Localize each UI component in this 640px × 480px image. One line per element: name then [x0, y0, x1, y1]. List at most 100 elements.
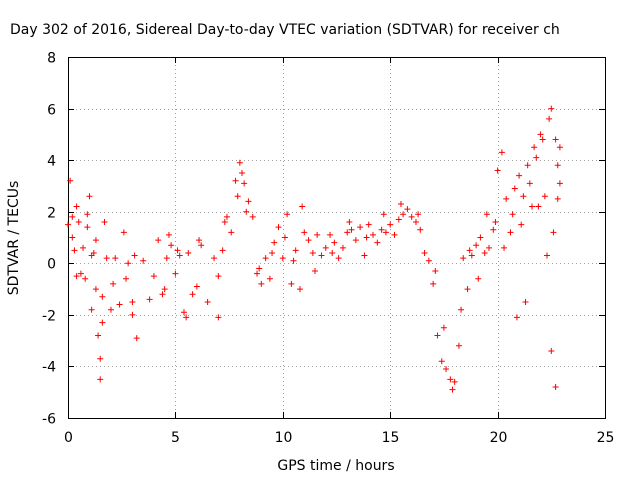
data-point	[266, 275, 273, 282]
data-point	[339, 244, 346, 251]
data-point	[292, 247, 299, 254]
data-point	[299, 203, 306, 210]
data-point	[554, 162, 561, 169]
data-points	[65, 105, 563, 393]
data-point	[271, 239, 278, 246]
data-point	[92, 286, 99, 293]
x-tick-label: 5	[171, 430, 180, 446]
data-point	[99, 293, 106, 300]
data-point	[382, 229, 389, 236]
data-point	[481, 249, 488, 256]
data-point	[69, 234, 76, 241]
data-point	[180, 309, 187, 316]
data-point	[408, 213, 415, 220]
data-point	[365, 221, 372, 228]
data-point	[290, 257, 297, 264]
data-point	[417, 226, 424, 233]
data-point	[88, 252, 95, 259]
data-point	[140, 257, 147, 264]
data-point	[146, 296, 153, 303]
data-point	[539, 136, 546, 143]
data-point	[370, 231, 377, 238]
data-point	[129, 298, 136, 305]
y-tick-label: 6	[47, 103, 56, 119]
data-point	[112, 255, 119, 262]
data-point	[335, 255, 342, 262]
data-point	[438, 358, 445, 365]
data-point	[509, 211, 516, 218]
data-point	[526, 180, 533, 187]
data-point	[73, 203, 80, 210]
data-point	[110, 280, 117, 287]
data-point	[492, 219, 499, 226]
data-point	[284, 211, 291, 218]
x-tick-label: 15	[382, 430, 400, 446]
data-point	[344, 229, 351, 236]
data-point	[518, 221, 525, 228]
data-point	[125, 260, 132, 267]
data-point	[161, 286, 168, 293]
data-point	[395, 216, 402, 223]
data-point	[77, 270, 84, 277]
data-point	[498, 149, 505, 156]
data-point	[116, 301, 123, 308]
data-point	[331, 239, 338, 246]
data-point	[412, 219, 419, 226]
data-point	[468, 252, 475, 259]
data-point	[374, 239, 381, 246]
data-point	[131, 252, 138, 259]
data-point	[556, 144, 563, 151]
data-point	[163, 255, 170, 262]
data-point	[176, 252, 183, 259]
data-point	[133, 335, 140, 342]
data-point	[103, 255, 110, 262]
plot-frame	[68, 57, 606, 419]
data-point	[548, 347, 555, 354]
data-point	[486, 244, 493, 251]
data-point	[434, 332, 441, 339]
data-point	[460, 255, 467, 262]
data-point	[348, 226, 355, 233]
y-tick-label: 2	[47, 206, 56, 222]
data-point	[490, 226, 497, 233]
data-point	[503, 195, 510, 202]
data-point	[357, 224, 364, 231]
y-tick-label: -2	[42, 309, 56, 325]
data-point	[404, 206, 411, 213]
data-point	[236, 159, 243, 166]
data-point	[425, 257, 432, 264]
data-point	[548, 105, 555, 112]
data-point	[150, 273, 157, 280]
data-point	[494, 167, 501, 174]
data-point	[380, 211, 387, 218]
data-point	[183, 314, 190, 321]
data-point	[196, 237, 203, 244]
data-point	[92, 237, 99, 244]
data-point	[228, 229, 235, 236]
data-point	[346, 219, 353, 226]
data-point	[215, 314, 222, 321]
data-point	[122, 275, 129, 282]
data-point	[415, 211, 422, 218]
data-point	[301, 229, 308, 236]
x-axis-label: GPS time / hours	[277, 458, 394, 474]
data-point	[455, 342, 462, 349]
data-point	[483, 211, 490, 218]
data-point	[397, 200, 404, 207]
data-point	[400, 211, 407, 218]
data-point	[544, 252, 551, 259]
data-point	[193, 283, 200, 290]
data-point	[165, 231, 172, 238]
data-point	[541, 193, 548, 200]
data-point	[451, 378, 458, 385]
data-point	[477, 234, 484, 241]
data-point	[352, 237, 359, 244]
data-point	[221, 219, 228, 226]
data-point	[155, 237, 162, 244]
data-point	[86, 193, 93, 200]
data-point	[234, 193, 241, 200]
data-point	[159, 291, 166, 298]
data-point	[535, 203, 542, 210]
data-point	[387, 221, 394, 228]
data-point	[288, 280, 295, 287]
